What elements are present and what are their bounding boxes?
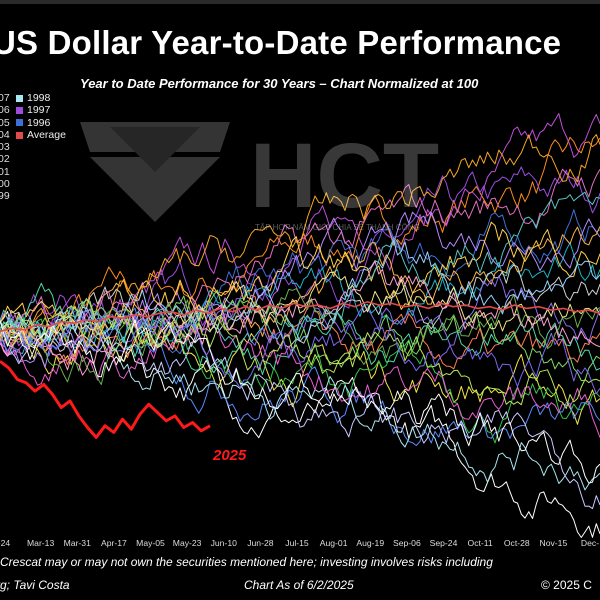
series-line	[0, 168, 600, 349]
series-line	[0, 226, 600, 358]
legend-entry: 03	[0, 141, 66, 153]
legend-swatch	[16, 131, 23, 139]
series-line	[0, 320, 600, 438]
series-line	[0, 319, 600, 484]
legend-year: 05	[0, 116, 10, 129]
series-line	[0, 288, 600, 385]
x-tick-label: Sep-06	[393, 538, 421, 548]
copyright-text: © 2025 C	[541, 578, 592, 592]
x-tick-label: Nov-15	[539, 538, 568, 548]
x-tick-label: Jul-15	[285, 538, 309, 548]
series-line	[0, 299, 600, 409]
chart-subtitle: Year to Date Performance for 30 Years – …	[80, 76, 479, 91]
x-axis: -24 Mar-13 Mar-31 Apr-17 May-05 May-23 Jun-10 J…	[0, 538, 600, 552]
legend: 07 1998 06 1997 05 1996 04 Average 03 02 01 00 99	[0, 92, 66, 203]
legend-entry: 99	[0, 190, 66, 202]
series-line	[0, 221, 600, 336]
legend-label: 1997	[27, 104, 51, 117]
legend-year: 01	[0, 165, 10, 178]
legend-year: 02	[0, 153, 10, 166]
legend-entry: 06 1997	[0, 104, 66, 116]
series-line	[0, 282, 600, 375]
legend-year: 99	[0, 190, 10, 203]
x-tick-label: Oct-11	[467, 538, 493, 548]
x-tick-label: Mar-13	[27, 538, 55, 548]
legend-swatch	[16, 106, 23, 114]
series-line	[0, 305, 600, 395]
legend-year: 07	[0, 92, 10, 104]
legend-year: 04	[0, 128, 10, 141]
x-tick-label: May-23	[172, 538, 202, 548]
source-text: rg; Tavi Costa	[0, 578, 70, 592]
series-line	[0, 316, 600, 491]
x-tick-label: Aug-19	[356, 538, 385, 548]
hct-watermark: HCT TẬP HỢP NĂM GIỚI CHIA SẺ THÀNH CÔNG	[80, 122, 439, 232]
disclaimer-text: Crescat may or may not own the securitie…	[0, 555, 493, 569]
legend-year: 06	[0, 104, 10, 117]
series-2025-line	[0, 360, 211, 439]
series-line	[0, 260, 600, 376]
x-tick-label: Apr-17	[100, 538, 127, 548]
x-tick-label: Dec-	[580, 538, 600, 548]
series-line	[0, 312, 600, 425]
x-tick-label: Oct-28	[503, 538, 530, 548]
series-line	[0, 211, 600, 368]
legend-entry: 05 1996	[0, 117, 66, 129]
series-line	[0, 191, 600, 349]
series-line	[0, 294, 600, 370]
series-line	[0, 136, 600, 346]
legend-entry: 01	[0, 166, 66, 178]
legend-year: 00	[0, 178, 10, 191]
as-of-date: Chart As of 6/2/2025	[244, 578, 354, 592]
x-tick-label: Aug-01	[319, 538, 348, 548]
x-tick-label: May-05	[136, 538, 165, 548]
legend-entry: 00	[0, 178, 66, 190]
series-line	[0, 240, 600, 344]
legend-label: 1998	[27, 92, 51, 104]
x-tick-label: Mar-31	[63, 538, 91, 548]
watermark-text: HCT	[250, 125, 439, 227]
average-line	[0, 300, 600, 333]
legend-swatch	[16, 119, 23, 127]
x-tick-label: Jun-10	[210, 538, 237, 548]
legend-label: Average	[27, 128, 66, 141]
label-2025: 2025	[213, 447, 247, 464]
x-tick-label: -24	[0, 538, 11, 548]
legend-entry: 02	[0, 153, 66, 165]
legend-year: 03	[0, 141, 10, 154]
chart-title: US Dollar Year-to-Date Performance	[0, 24, 562, 61]
legend-entry: 07 1998	[0, 92, 66, 104]
legend-label: 1996	[27, 116, 51, 129]
watermark-subtext: TẬP HỢP NĂM GIỚI CHIA SẺ THÀNH CÔNG	[255, 223, 420, 232]
legend-entry: 04 Average	[0, 129, 66, 141]
x-tick-label: Jun-28	[247, 538, 274, 548]
series-line	[0, 271, 600, 362]
legend-swatch	[16, 94, 23, 102]
x-tick-label: Sep-24	[429, 538, 458, 548]
